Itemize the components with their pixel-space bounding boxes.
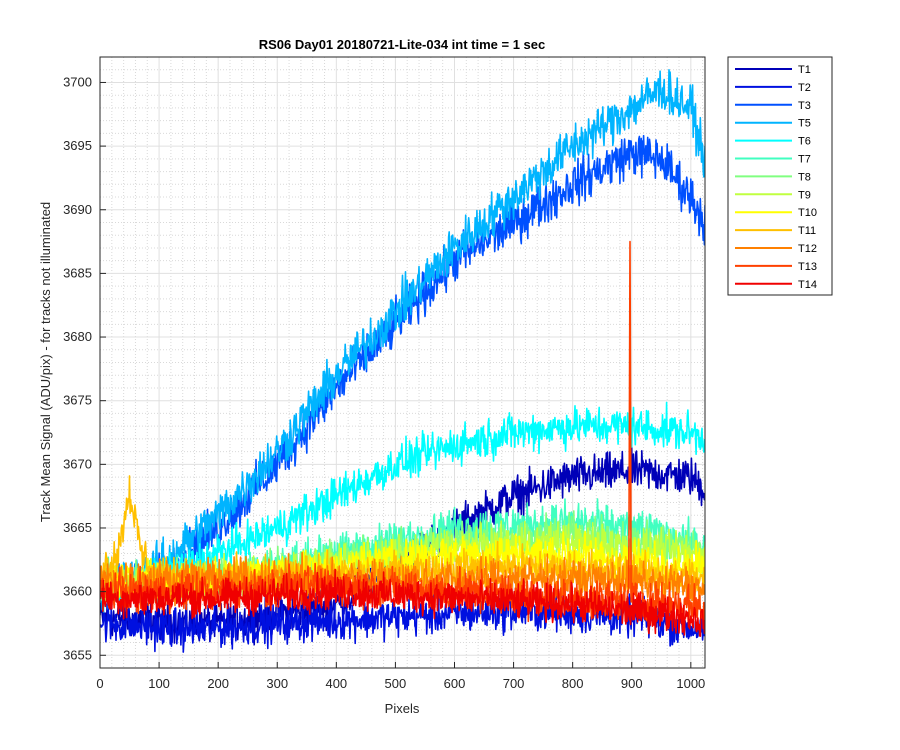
series-line-t5	[100, 69, 705, 600]
y-tick-label: 3665	[63, 520, 92, 535]
x-tick-label: 300	[266, 676, 288, 691]
y-tick-label: 3685	[63, 265, 92, 280]
legend-label-t14: T14	[798, 279, 817, 291]
y-tick-label: 3680	[63, 329, 92, 344]
y-tick-label: 3690	[63, 202, 92, 217]
legend-label-t10: T10	[798, 207, 817, 219]
legend-label-t5: T5	[798, 118, 811, 130]
series-line-t14	[100, 568, 705, 637]
y-axis-label: Track Mean Signal (ADU/pix) - for tracks…	[38, 202, 53, 522]
x-tick-label: 0	[96, 676, 103, 691]
y-tick-label: 3660	[63, 584, 92, 599]
legend-label-t2: T2	[798, 82, 811, 94]
legend-label-t7: T7	[798, 154, 811, 166]
x-tick-label: 500	[385, 676, 407, 691]
x-tick-label: 100	[148, 676, 170, 691]
series-line-t2	[100, 590, 705, 653]
legend-label-t1: T1	[798, 64, 811, 76]
x-tick-label: 400	[325, 676, 347, 691]
y-axis: 3655 3660 3665 3670 3675 3680 3685 3690 3695 3700	[63, 74, 106, 662]
legend-label-t8: T8	[798, 171, 811, 183]
chart-title: RS06 Day01 20180721-Lite-034 int time = …	[259, 37, 546, 52]
x-axis: 0 100 200 300 400 500 600 700 800 900 1000	[96, 662, 705, 691]
y-tick-label: 3700	[63, 74, 92, 89]
x-tick-label: 700	[503, 676, 525, 691]
x-axis-label: Pixels	[385, 701, 420, 716]
legend-label-t13: T13	[798, 261, 817, 273]
x-tick-label: 900	[621, 676, 643, 691]
legend-label-t6: T6	[798, 136, 811, 148]
y-tick-label: 3670	[63, 456, 92, 471]
y-tick-label: 3695	[63, 138, 92, 153]
legend-label-t12: T12	[798, 243, 817, 255]
legend-label-t11: T11	[798, 225, 816, 237]
x-tick-label: 800	[562, 676, 584, 691]
legend: T1 T2 T3 T5 T6 T7 T8 T9 T10 T11 T12 T13 T14	[727, 56, 833, 296]
x-tick-label: 600	[444, 676, 466, 691]
x-tick-label: 1000	[676, 676, 705, 691]
legend-label-t9: T9	[798, 189, 811, 201]
y-tick-label: 3675	[63, 393, 92, 408]
x-tick-label: 200	[207, 676, 229, 691]
legend-label-t3: T3	[798, 100, 811, 112]
plot-frame	[99, 56, 706, 669]
y-tick-label: 3655	[63, 647, 92, 662]
series-layer	[100, 69, 705, 653]
